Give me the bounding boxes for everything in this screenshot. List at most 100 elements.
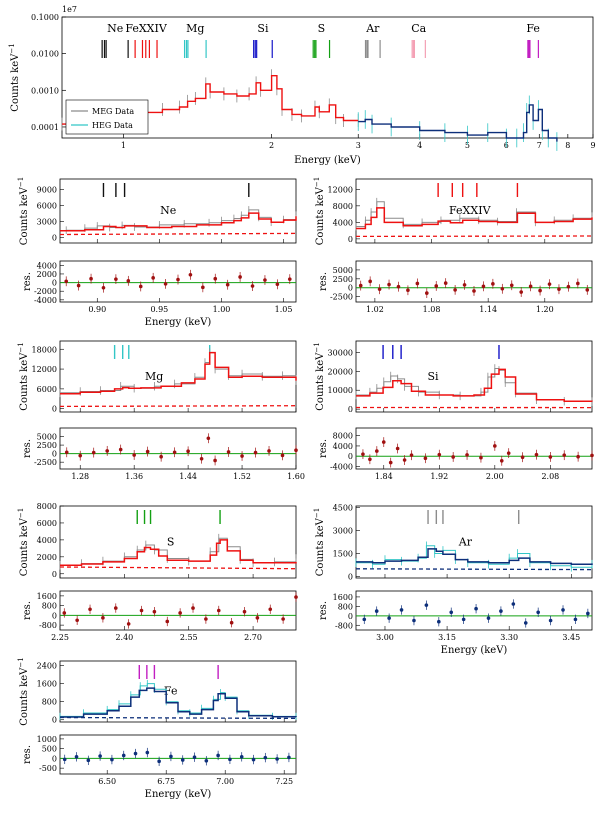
residual-point [240, 454, 244, 458]
x-tick-label: 1 [121, 141, 126, 150]
residual-point [126, 622, 131, 626]
residual-point [547, 282, 552, 286]
y-tick-label: 0 [348, 572, 353, 581]
residual-point [157, 759, 161, 764]
residual-point [481, 284, 486, 289]
residual-point [449, 610, 454, 615]
residual-point [576, 454, 580, 459]
model-line [356, 368, 593, 402]
y-axis-label-text: Counts keV [315, 186, 326, 245]
legend-label-meg: MEG Data [92, 107, 134, 116]
y-axis-label: Counts keV−1 [17, 177, 30, 245]
residual-point [509, 283, 514, 288]
element-label: FeXXIV [449, 204, 492, 217]
residual-point [275, 282, 280, 287]
res-y-tick-label: 2000 [37, 270, 57, 279]
residual-point [165, 619, 170, 624]
x-tick-label: 4 [417, 141, 422, 150]
res-y-tick-label: 4000 [37, 261, 57, 270]
model-line [60, 212, 297, 232]
model-line [356, 548, 593, 565]
residual-point [500, 287, 505, 291]
residual-point [499, 459, 504, 463]
y-multiplier: 1e7 [62, 5, 77, 14]
legend-label-heg: HEG Data [92, 121, 133, 130]
res-y-tick-label: 0 [348, 612, 353, 621]
residual-point [474, 606, 478, 611]
residual-point [465, 453, 469, 457]
residual-point [76, 283, 81, 288]
y-tick-label: 2400 [37, 662, 57, 671]
x-tick-label: 2.40 [115, 633, 133, 642]
residual-point [528, 284, 533, 289]
res-y-tick-label: 2500 [333, 275, 353, 284]
x-tick-label: 3 [356, 141, 361, 150]
residual-point [199, 456, 204, 461]
x-tick-label: 1.28 [71, 472, 89, 481]
residual-point [434, 284, 439, 288]
residual-point [239, 755, 244, 759]
residual-frame [59, 734, 297, 775]
residual-point [486, 616, 491, 620]
overview-legend: MEG Data HEG Data [65, 99, 149, 135]
x-tick-label: 7 [537, 141, 542, 150]
residual-point [192, 755, 197, 760]
res-y-tick-label: -2500 [330, 293, 353, 302]
element-label: S [167, 536, 175, 549]
residual-point [586, 611, 590, 616]
x-tick-label: 1.20 [536, 305, 554, 314]
main-frame [355, 178, 593, 244]
x-tick-label: 2.25 [51, 633, 69, 642]
residual-point [538, 288, 542, 293]
main-frame [355, 340, 593, 413]
y-tick-label: 12000 [328, 185, 353, 194]
y-tick-label: 0 [52, 570, 57, 579]
main-frame [355, 505, 593, 579]
residual-point [206, 436, 211, 441]
residual-frame [355, 427, 593, 470]
y-tick-label: 800 [42, 698, 57, 707]
residual-point [228, 757, 232, 762]
residual-point [86, 758, 91, 763]
residual-point [557, 287, 561, 291]
y-tick-label: 30000 [328, 348, 353, 357]
residual-point [101, 285, 106, 290]
res-y-tick-label: 8000 [333, 432, 353, 441]
residual-point [294, 595, 298, 599]
x-tick-label: 8 [565, 141, 570, 150]
residual-axis-label: res. [318, 272, 329, 291]
residual-point [176, 277, 180, 282]
y-axis-label-exponent: −1 [17, 657, 25, 667]
residual-point [213, 458, 217, 463]
res-y-tick-label: -4000 [330, 462, 353, 471]
residual-axis-label: res. [22, 272, 33, 291]
residual-point [479, 455, 483, 460]
residual-axis-label: res. [22, 745, 33, 764]
residual-point [519, 290, 523, 294]
residual-point [74, 755, 79, 759]
y-axis-label-exponent: −1 [8, 43, 16, 53]
residual-point [159, 454, 163, 459]
y-axis-label-exponent: −1 [313, 342, 321, 352]
y-tick-label: 8000 [37, 502, 57, 511]
residual-point [98, 754, 102, 758]
res-y-tick-label: 500 [42, 745, 57, 754]
element-label: Mg [145, 370, 163, 383]
heg-model-line [358, 104, 558, 142]
residual-frame [59, 590, 297, 631]
x-tick-label: 2.08 [541, 472, 559, 481]
x-tick-label: 6.50 [98, 777, 116, 786]
residual-point [268, 607, 273, 612]
residual-point [253, 450, 258, 455]
res-y-tick-label: -800 [39, 621, 57, 630]
x-tick-label: 1.36 [125, 472, 143, 481]
residual-point [425, 291, 429, 295]
x-tick-label: 3.00 [376, 633, 394, 642]
res-y-tick-label: -2000 [34, 287, 57, 296]
y-tick-label: 0 [348, 235, 353, 244]
y-tick-label: 4000 [333, 218, 353, 227]
element-label: Ne [160, 204, 176, 217]
